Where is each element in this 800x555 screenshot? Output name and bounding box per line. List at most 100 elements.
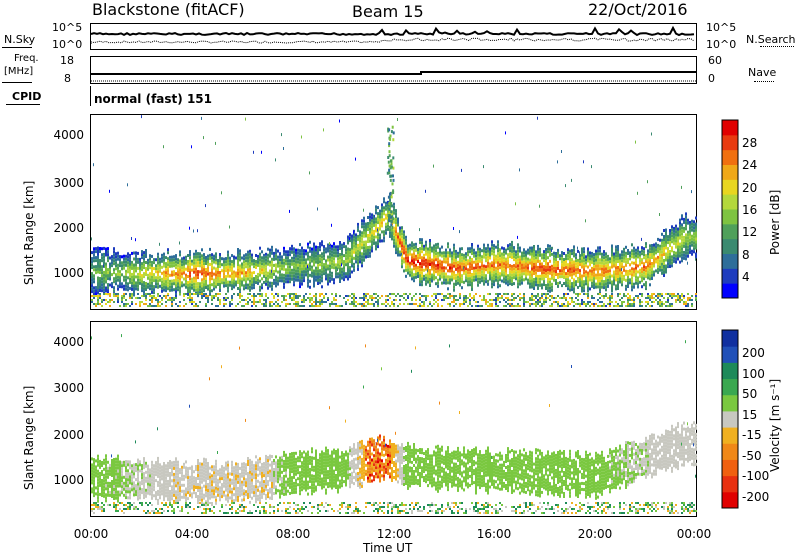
power-cell xyxy=(349,237,350,240)
power-cell xyxy=(463,257,465,260)
power-cell xyxy=(239,301,241,303)
power-cell xyxy=(115,293,117,295)
power-cell xyxy=(583,293,585,295)
power-cell xyxy=(601,301,603,303)
power-cell xyxy=(561,269,563,272)
velocity-cell xyxy=(159,463,161,466)
power-cell xyxy=(191,299,193,301)
velocity-cell xyxy=(129,472,131,475)
power-cell xyxy=(335,293,337,295)
power-cell xyxy=(669,303,671,305)
power-ytick-4000: 4000 xyxy=(44,128,84,142)
power-cell xyxy=(505,267,507,270)
power-cell xyxy=(601,295,603,297)
power-cell xyxy=(385,232,387,235)
power-cell xyxy=(217,305,219,307)
velocity-cell xyxy=(111,471,113,474)
power-cell xyxy=(431,259,433,262)
power-cell xyxy=(599,264,601,267)
velocity-cell xyxy=(121,476,123,479)
power-cell xyxy=(259,271,261,274)
power-cell xyxy=(421,301,423,303)
power-cell xyxy=(125,255,127,258)
power-cell xyxy=(557,267,559,270)
power-cell xyxy=(91,263,93,266)
velocity-cell xyxy=(139,460,141,463)
power-cell xyxy=(399,239,401,242)
power-cell xyxy=(397,233,399,236)
power-cell xyxy=(663,244,665,247)
power-cell xyxy=(429,260,431,263)
power-cell xyxy=(259,247,261,250)
power-cell xyxy=(517,246,519,249)
velocity-cell xyxy=(149,483,151,486)
power-cell xyxy=(375,244,377,247)
power-cell xyxy=(499,254,501,257)
velocity-cell xyxy=(125,493,127,496)
power-cell xyxy=(347,239,349,242)
power-cell xyxy=(679,297,681,299)
power-cell xyxy=(337,257,339,260)
power-cell xyxy=(685,254,687,257)
velocity-cell xyxy=(97,482,99,485)
power-cell xyxy=(519,247,521,250)
power-cell xyxy=(591,252,593,255)
power-cell xyxy=(127,270,129,273)
power-cell xyxy=(485,247,487,250)
power-cell xyxy=(577,262,579,265)
power-cell xyxy=(127,258,129,261)
power-cell xyxy=(167,263,169,266)
power-cell xyxy=(181,275,183,278)
power-cell xyxy=(573,260,575,263)
power-cell xyxy=(179,305,181,307)
power-cell xyxy=(641,267,643,270)
power-cell xyxy=(675,246,677,249)
power-cell xyxy=(591,273,593,276)
power-cell xyxy=(381,221,383,224)
power-cell xyxy=(607,297,609,299)
power-cell xyxy=(303,267,305,270)
power-cell xyxy=(597,299,599,301)
power-cell xyxy=(289,247,291,250)
power-cell xyxy=(397,251,399,254)
power-cell xyxy=(215,142,216,145)
power-cell xyxy=(333,297,335,299)
power-cell xyxy=(151,261,153,264)
power-cell xyxy=(331,278,333,281)
velocity-cell xyxy=(99,472,101,475)
power-cell xyxy=(233,283,235,286)
power-cell xyxy=(463,299,465,301)
power-cell xyxy=(357,223,359,226)
power-cell xyxy=(329,259,331,262)
power-cell xyxy=(275,254,277,257)
power-cell xyxy=(487,293,489,295)
power-cell xyxy=(175,290,177,293)
power-cell xyxy=(421,259,423,262)
power-cell xyxy=(453,256,455,259)
power-cell xyxy=(231,281,233,284)
power-cell xyxy=(407,272,409,275)
power-cell xyxy=(392,174,394,177)
power-cell xyxy=(393,305,395,307)
power-cell xyxy=(655,257,657,260)
cpid-legend-line xyxy=(6,104,40,105)
power-cell xyxy=(167,248,169,251)
power-cell xyxy=(595,283,597,286)
power-cell xyxy=(503,277,505,280)
velocity-cell xyxy=(95,468,97,471)
power-cell xyxy=(397,239,399,242)
power-cell xyxy=(611,254,613,257)
power-cell xyxy=(457,261,459,264)
power-cell xyxy=(399,251,401,254)
power-cell xyxy=(145,261,147,264)
power-cell xyxy=(121,297,123,299)
power-cell xyxy=(129,287,131,290)
power-cell xyxy=(497,293,499,295)
power-cell xyxy=(287,277,289,280)
power-cell xyxy=(685,233,687,236)
power-cell xyxy=(203,259,205,262)
power-cell xyxy=(419,297,421,299)
power-cell xyxy=(299,285,301,288)
power-cell xyxy=(287,271,289,274)
freq-panel xyxy=(90,56,697,84)
